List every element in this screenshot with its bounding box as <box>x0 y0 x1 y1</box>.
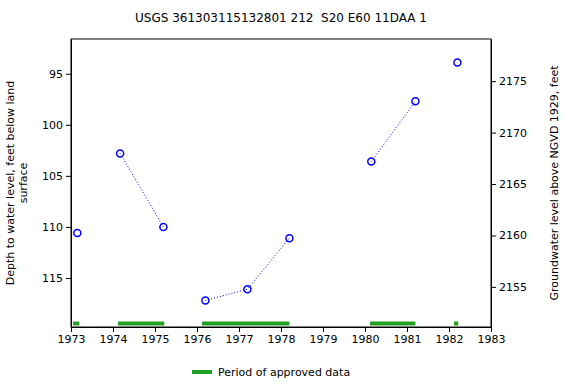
tick-label: 1983 <box>478 333 506 346</box>
tick-mark <box>449 327 450 332</box>
tick: 1976 <box>184 327 212 346</box>
tick-mark <box>323 327 324 332</box>
tick-mark <box>66 176 71 177</box>
tick-mark <box>239 327 240 332</box>
tick-mark <box>66 278 71 279</box>
y2-axis-title: Groundwater level above NGVD 1929, feet <box>548 65 561 301</box>
tick: 105 <box>42 170 71 183</box>
tick-label: 1980 <box>352 333 380 346</box>
tick-label: 1973 <box>58 333 86 346</box>
y-axis-title: Depth to water level, feet below landsur… <box>4 81 30 286</box>
tick: 1973 <box>58 327 86 346</box>
plot-area <box>73 59 461 324</box>
tick-mark <box>491 287 496 288</box>
tick-label: 1978 <box>268 333 296 346</box>
series-line <box>371 101 415 161</box>
tick-label: 2165 <box>499 178 527 191</box>
series-line <box>205 238 289 300</box>
data-point <box>286 235 293 242</box>
tick: 1980 <box>352 327 380 346</box>
tick-mark <box>407 327 408 332</box>
tick-mark <box>71 327 72 332</box>
data-point <box>368 158 375 165</box>
tick: 1981 <box>394 327 422 346</box>
y-axis: 95 100 105 110 115 <box>42 40 72 328</box>
tick-mark <box>491 184 496 185</box>
y-axis-title-line: Depth to water level, feet below land <box>4 81 17 286</box>
tick-mark <box>197 327 198 332</box>
chart: 1973 1974 1975 1976 1977 1978 1979 1980 1981 1982… <box>0 0 576 384</box>
tick-label: 1976 <box>184 333 212 346</box>
tick: 2160 <box>491 229 527 242</box>
tick: 1983 <box>478 327 506 346</box>
tick: 1977 <box>226 327 254 346</box>
tick-label: 1975 <box>142 333 170 346</box>
tick-mark <box>491 235 496 236</box>
tick: 2165 <box>491 178 527 191</box>
tick-label: 1977 <box>226 333 254 346</box>
tick-mark <box>491 327 492 332</box>
tick: 2155 <box>491 281 527 294</box>
y-axis-title-line: surface <box>17 162 30 203</box>
y2-axis: 2155 2160 2165 2170 2175 <box>491 40 527 328</box>
tick: 1974 <box>100 327 128 346</box>
title: USGS 361303115132801 212 S20 E60 11DAA 1 <box>135 11 427 25</box>
tick-label: 100 <box>42 119 63 132</box>
data-point <box>160 223 167 230</box>
tick-label: 2160 <box>499 229 527 242</box>
plot-frame <box>71 39 491 327</box>
tick-label: 110 <box>42 221 63 234</box>
series-line <box>120 153 163 227</box>
tick-mark <box>66 125 71 126</box>
tick-mark <box>491 133 496 134</box>
tick-label: 1981 <box>394 333 422 346</box>
data-point <box>117 150 124 157</box>
axis-line <box>491 40 492 328</box>
legend-label: Period of approved data <box>218 366 350 379</box>
tick: 1975 <box>142 327 170 346</box>
tick: 1978 <box>268 327 296 346</box>
data-point <box>454 59 461 66</box>
approved-period <box>454 322 458 326</box>
data-point <box>202 297 209 304</box>
tick: 2170 <box>491 127 527 140</box>
tick-mark <box>281 327 282 332</box>
tick: 1982 <box>436 327 464 346</box>
axis-line <box>71 40 72 328</box>
approved-period <box>202 322 289 326</box>
legend: Period of approved data <box>192 366 350 379</box>
tick: 115 <box>42 272 71 285</box>
tick-mark <box>491 81 496 82</box>
tick-label: 105 <box>42 170 63 183</box>
tick: 2175 <box>491 75 527 88</box>
tick: 95 <box>49 68 71 81</box>
tick-label: 2170 <box>499 127 527 140</box>
tick-mark <box>155 327 156 332</box>
tick-label: 1982 <box>436 333 464 346</box>
data-point <box>244 286 251 293</box>
tick-label: 115 <box>42 272 63 285</box>
x-axis: 1973 1974 1975 1976 1977 1978 1979 1980 1981 1982… <box>58 327 506 346</box>
approved-period <box>118 322 164 326</box>
tick-mark <box>365 327 366 332</box>
data-point <box>412 98 419 105</box>
tick-label: 2175 <box>499 75 527 88</box>
tick-label: 1979 <box>310 333 338 346</box>
tick-label: 95 <box>49 68 63 81</box>
tick: 110 <box>42 221 71 234</box>
tick-label: 1974 <box>100 333 128 346</box>
tick-mark <box>66 74 71 75</box>
tick-mark <box>113 327 114 332</box>
approved-period <box>73 322 79 326</box>
data-point <box>74 230 81 237</box>
tick: 1979 <box>310 327 338 346</box>
approved-period <box>370 322 415 326</box>
legend-swatch <box>192 370 212 374</box>
tick-mark <box>66 227 71 228</box>
tick: 100 <box>42 119 71 132</box>
tick-label: 2155 <box>499 281 527 294</box>
